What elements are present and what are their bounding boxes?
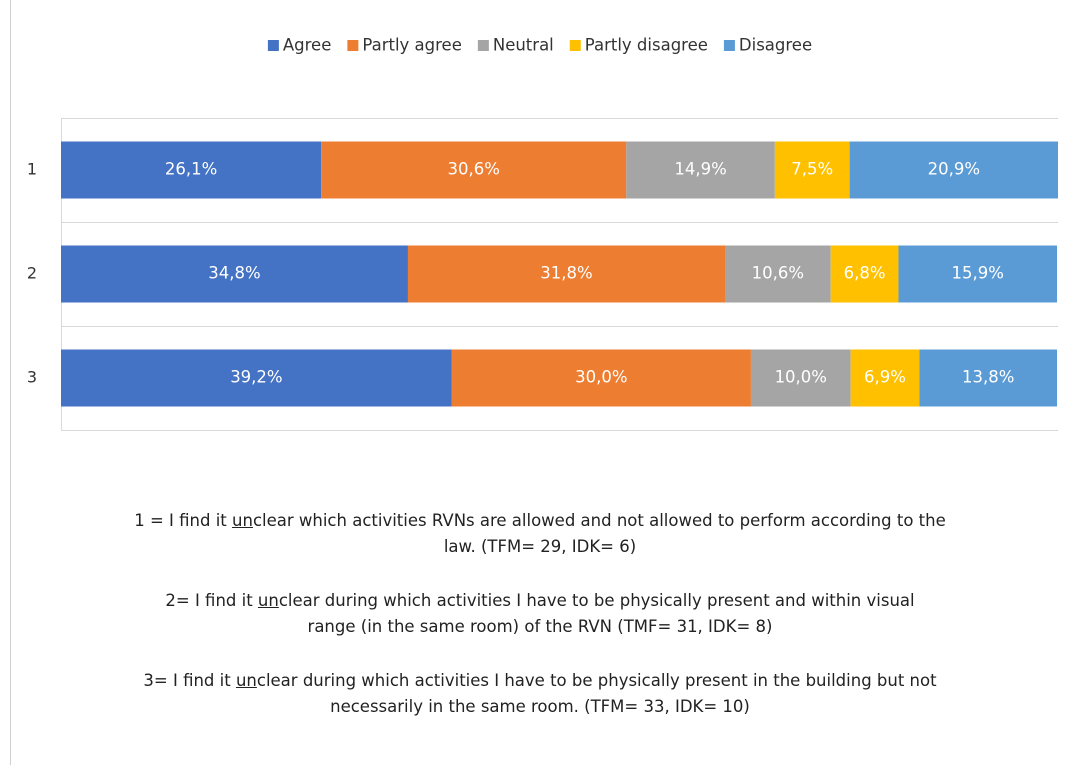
value-label: 6,9% [864, 368, 906, 387]
legend-label: Partly agree [362, 36, 461, 55]
value-label: 20,9% [928, 160, 980, 179]
note-text: 1 = I find it [134, 511, 233, 530]
note-text: clear which activities RVNs are allowed … [252, 511, 946, 530]
note-text: necessarily in the same room. (TFM= 33, … [330, 697, 750, 716]
value-label: 26,1% [165, 160, 217, 179]
value-label: 15,9% [952, 264, 1004, 283]
bar-segment [61, 245, 408, 303]
note-text: law. (TFM= 29, IDK= 6) [443, 537, 637, 556]
legend-swatch [569, 40, 581, 51]
bar-segment [849, 141, 1058, 199]
legend-swatch [723, 40, 735, 51]
legend-label: Agree [283, 36, 332, 55]
legend-swatch [477, 40, 489, 51]
note-underlined: un [232, 511, 253, 530]
value-label: 10,6% [752, 264, 804, 283]
bar-segment [451, 349, 751, 407]
value-label: 30,6% [448, 160, 500, 179]
bar-segment [919, 349, 1058, 407]
legend-label: Partly disagree [585, 36, 708, 55]
bar-segment [61, 141, 322, 199]
legend-label: Neutral [493, 36, 554, 55]
value-label: 14,9% [674, 160, 726, 179]
legend-swatch [267, 40, 279, 51]
bar-segment [321, 141, 627, 199]
note-text: clear during which activities I have to … [256, 671, 937, 690]
bar-segment [898, 245, 1058, 303]
note: 2= I find it unclear during which activi… [60, 588, 1020, 640]
note-underlined: un [235, 671, 257, 690]
notes: 1 = I find it unclear which activities R… [60, 508, 1020, 748]
bar-segment [725, 245, 831, 303]
note-text: 3= I find it [143, 671, 236, 690]
bar-segment [626, 141, 775, 199]
bar-segment [61, 349, 452, 407]
value-label: 13,8% [962, 368, 1014, 387]
value-label: 34,8% [208, 264, 260, 283]
value-label: 39,2% [230, 368, 282, 387]
note-text: clear during which activities I have to … [278, 591, 915, 610]
value-label: 31,8% [540, 264, 592, 283]
value-label: 30,0% [575, 368, 627, 387]
category-label: 2 [27, 264, 37, 283]
bar-segment [750, 349, 851, 407]
note-text: 2= I find it [165, 591, 258, 610]
legend-label: Disagree [739, 36, 812, 55]
value-label: 10,0% [775, 368, 827, 387]
category-label: 3 [27, 368, 37, 387]
bar-segment [850, 349, 920, 407]
legend-swatch [347, 40, 359, 51]
note: 1 = I find it unclear which activities R… [60, 508, 1020, 560]
value-label: 7,5% [791, 160, 833, 179]
value-label: 6,8% [844, 264, 886, 283]
bar-segment [407, 245, 726, 303]
category-label: 1 [27, 160, 37, 179]
bar-segment [830, 245, 899, 303]
note-underlined: un [257, 591, 279, 610]
bar-segment [774, 141, 850, 199]
note-text: range (in the same room) of the RVN (TMF… [307, 617, 773, 636]
note: 3= I find it unclear during which activi… [60, 668, 1020, 720]
